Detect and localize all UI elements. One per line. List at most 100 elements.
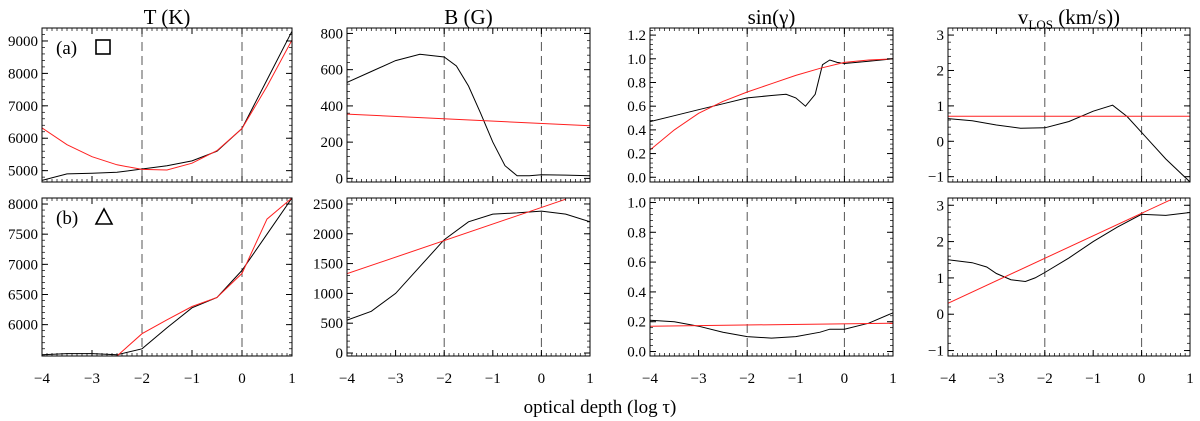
column-title-tail: (km/s)) [1053, 5, 1120, 29]
y-tick-label: 0.2 [627, 315, 646, 331]
y-tick-label: 0 [336, 346, 344, 362]
observed-curve [948, 104, 1190, 182]
y-tick-label: 0 [937, 134, 945, 150]
column-title-main: B (G) [444, 5, 492, 29]
x-tick-label: −3 [84, 371, 100, 387]
y-tick-label: 2500 [313, 197, 343, 213]
y-tick-label: 5000 [8, 164, 38, 180]
panel-frame [947, 197, 1191, 357]
y-tick-label: 0 [336, 171, 344, 187]
panel-frame [649, 197, 894, 357]
y-tick-label: 7000 [8, 257, 38, 273]
column-title-main: v [1018, 5, 1029, 29]
row-label: (b) [56, 208, 78, 229]
fit-curve [650, 58, 893, 151]
y-tick-label: 0.4 [627, 285, 646, 301]
x-tick-label: −1 [485, 371, 501, 387]
x-tick-label: −3 [988, 371, 1004, 387]
column-title: vLOS (km/s)) [1018, 5, 1120, 32]
panel-sin-row0: 0.0 0.2 0.4 0.6 0.8 1.0 1.2 [627, 27, 894, 186]
y-tick-label: 3 [937, 198, 945, 214]
y-tick-label: 2000 [313, 227, 343, 243]
y-tick-label: 1000 [313, 286, 343, 302]
x-tick-label: 1 [889, 371, 897, 387]
y-tick-label: 3 [937, 28, 945, 44]
panel-frame [346, 27, 591, 183]
panel-frame [649, 27, 894, 183]
x-tick-label: −3 [388, 371, 404, 387]
x-tick-label: −2 [739, 371, 755, 387]
panel-frame [41, 197, 293, 357]
row-label: (a) [56, 38, 77, 59]
x-tick-label: −4 [642, 371, 658, 387]
y-tick-label: 2 [937, 63, 945, 79]
x-tick-label: 1 [1186, 371, 1194, 387]
y-tick-label: −1 [928, 170, 944, 186]
fit-curve [347, 113, 590, 127]
y-tick-label: 8000 [8, 66, 38, 82]
x-tick-label: −1 [1085, 371, 1101, 387]
observed-curve [347, 210, 590, 321]
y-tick-label: 1.0 [627, 195, 646, 211]
x-tick-label: −2 [134, 371, 150, 387]
fit-curve [347, 198, 566, 275]
y-tick-label: 400 [321, 99, 344, 115]
column-title: B (G) [444, 5, 492, 29]
panel-vlos-row1: −4 −3 −2 −1 0 1 −1 0 1 2 3 [928, 197, 1194, 387]
y-tick-label: 0.6 [627, 99, 646, 115]
fit-curve [650, 322, 893, 327]
y-tick-label: 8000 [8, 197, 38, 213]
panel-vlos-row0: −1 0 1 2 3 [928, 27, 1191, 186]
observed-curve [347, 53, 590, 177]
column-title-main: sin(γ) [748, 5, 796, 29]
panels-layer: T (K) B (G) sin(γ) vLOS (km/s))500060007000… [8, 5, 1194, 387]
column-title-main: T (K) [144, 5, 191, 29]
y-tick-label: 1 [937, 271, 945, 287]
y-tick-label: 0.8 [627, 75, 646, 91]
y-tick-label: 0.0 [627, 170, 646, 186]
panel-sin-row1: −4 −3 −2 −1 0 1 0.0 0.2 0.4 0.6 0.8 1.0 [627, 195, 897, 387]
x-tick-label: 0 [238, 371, 246, 387]
y-tick-label: 2 [937, 235, 945, 251]
y-tick-label: 1500 [313, 257, 343, 273]
panel-frame [947, 27, 1191, 183]
x-tick-label: 0 [1138, 371, 1146, 387]
column-title: T (K) [144, 5, 191, 29]
x-tick-label: 1 [288, 371, 296, 387]
y-tick-label: 0.0 [627, 345, 646, 361]
y-tick-label: 7000 [8, 99, 38, 115]
y-tick-label: 1.0 [627, 52, 646, 68]
x-tick-label: −1 [184, 371, 200, 387]
panel-b-row1: −4 −3 −2 −1 0 1 0 500 1000 1500 2000 2500 [313, 197, 594, 387]
y-tick-label: 200 [321, 135, 344, 151]
column-title: sin(γ) [748, 5, 796, 29]
panel-t-row1: −4 −3 −2 −1 0 1 6000 6500 7000 7500 8000 (b) [8, 197, 296, 387]
x-tick-label: −4 [940, 371, 956, 387]
x-tick-label: 0 [538, 371, 546, 387]
observed-curve [42, 198, 292, 356]
x-tick-label: −4 [339, 371, 355, 387]
y-tick-label: −1 [928, 344, 944, 360]
observed-curve [650, 58, 893, 123]
y-tick-label: 1.2 [627, 28, 646, 44]
y-tick-label: 0 [937, 307, 945, 323]
y-tick-label: 500 [321, 316, 344, 332]
x-tick-label: −2 [436, 371, 452, 387]
y-tick-label: 6000 [8, 318, 38, 334]
y-tick-label: 6500 [8, 287, 38, 303]
square-marker-icon [95, 39, 111, 55]
x-tick-label: −3 [691, 371, 707, 387]
triangle-marker-icon [94, 207, 114, 225]
observed-curve [42, 30, 292, 181]
y-tick-label: 600 [321, 63, 344, 79]
x-tick-label: 0 [841, 371, 849, 387]
panel-t-row0: 5000 6000 7000 8000 9000 (a) [8, 27, 293, 183]
x-tick-label: 1 [586, 371, 594, 387]
x-tick-label: −2 [1037, 371, 1053, 387]
fit-curve [948, 199, 1171, 304]
x-axis-title: optical depth (log τ) [524, 397, 677, 418]
y-tick-label: 0.8 [627, 225, 646, 241]
fit-curve [42, 39, 292, 171]
y-tick-label: 0.6 [627, 255, 646, 271]
